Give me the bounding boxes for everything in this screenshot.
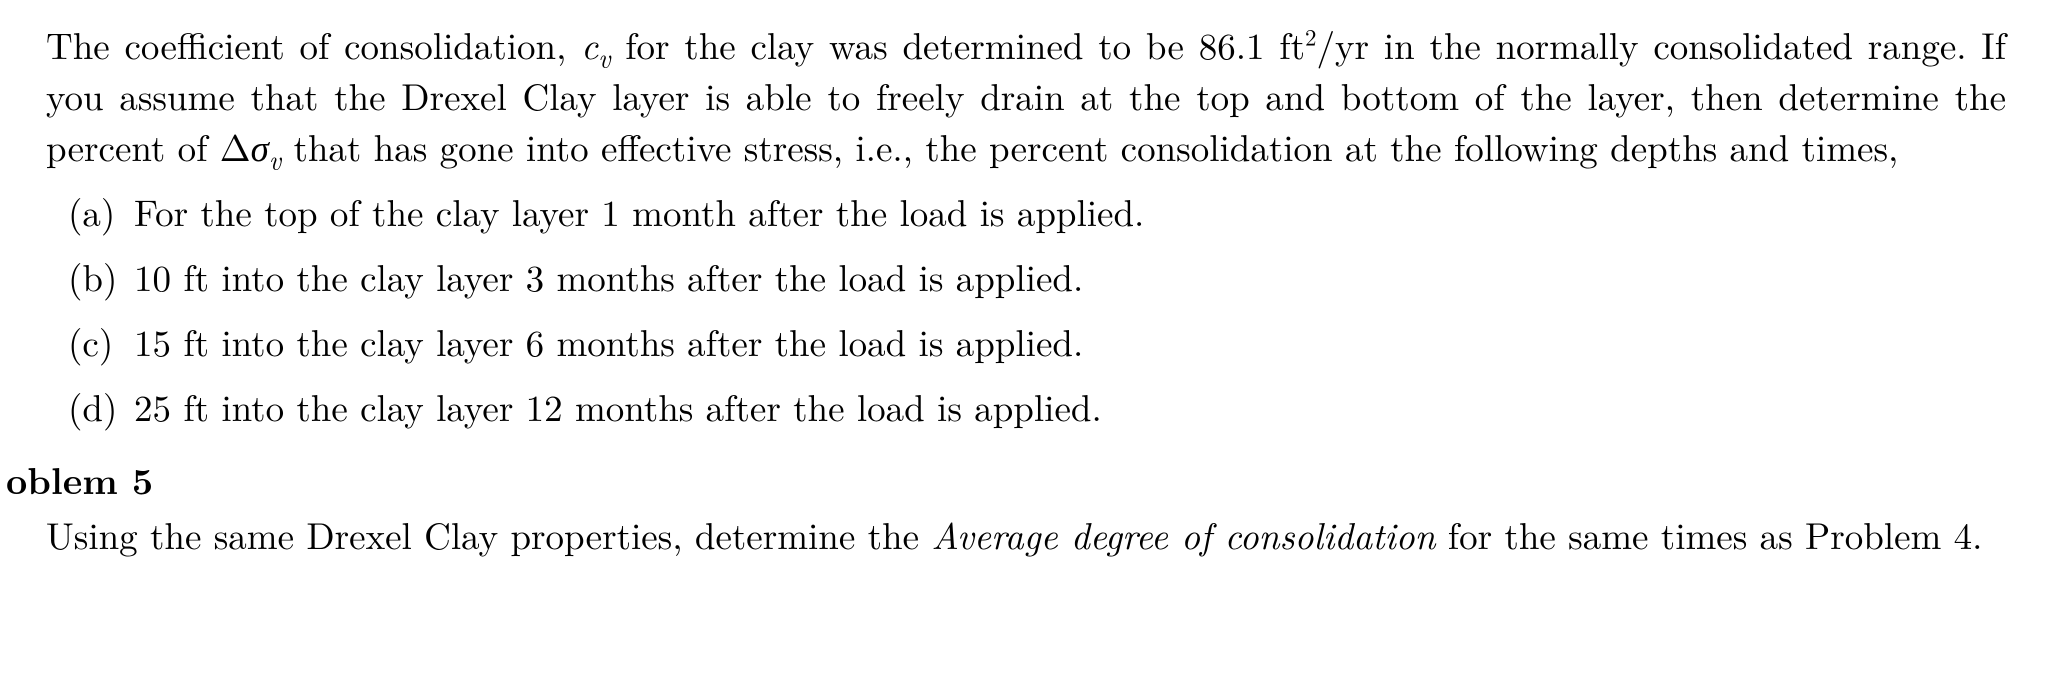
item-text: 10 ft into the clay layer 3 months after… <box>134 250 1083 301</box>
problem-5-heading: oblem 5 <box>6 453 2006 504</box>
p5-post: for the same times as Problem 4. <box>1435 507 1982 560</box>
delta: Δ <box>220 119 251 172</box>
sigma: σ <box>251 119 269 172</box>
item-marker: (d) <box>68 380 134 431</box>
cv-unit-sup: 2 <box>1305 20 1316 53</box>
intro-post: that has gone into effective stress, i.e… <box>281 119 1898 172</box>
intro-pre: The coefficient of consolidation, <box>46 17 581 70</box>
item-text: For the top of the clay layer 1 month af… <box>134 185 1144 236</box>
list-item: (a) For the top of the clay layer 1 mont… <box>68 185 2006 236</box>
item-text: 25 ft into the clay layer 12 months afte… <box>134 380 1102 431</box>
cv-unit-rest: /yr <box>1316 17 1369 70</box>
problem-4-intro: The coefficient of consolidation, cv for… <box>46 18 2006 171</box>
item-marker: (c) <box>68 315 134 366</box>
p5-emph: Average degree of consolidation <box>931 507 1435 560</box>
cv-value: 86.1 ft <box>1199 17 1305 70</box>
p5-pre: Using the same Drexel Clay properties, d… <box>46 507 931 560</box>
problem-4-list: (a) For the top of the clay layer 1 mont… <box>68 185 2006 431</box>
item-marker: (a) <box>68 185 134 236</box>
cv-symbol-c: c <box>581 17 598 70</box>
item-text: 15 ft into the clay layer 6 months after… <box>134 315 1083 366</box>
list-item: (c) 15 ft into the clay layer 6 months a… <box>68 315 2006 366</box>
item-marker: (b) <box>68 250 134 301</box>
problem-5-text: Using the same Drexel Clay properties, d… <box>46 508 2006 559</box>
sigma-sub: v <box>269 139 281 177</box>
list-item: (d) 25 ft into the clay layer 12 months … <box>68 380 2006 431</box>
page: The coefficient of consolidation, c v for… <box>0 0 2046 589</box>
list-item: (b) 10 ft into the clay layer 3 months a… <box>68 250 2006 301</box>
intro-mid1: for the clay was determined to be <box>610 17 1198 70</box>
